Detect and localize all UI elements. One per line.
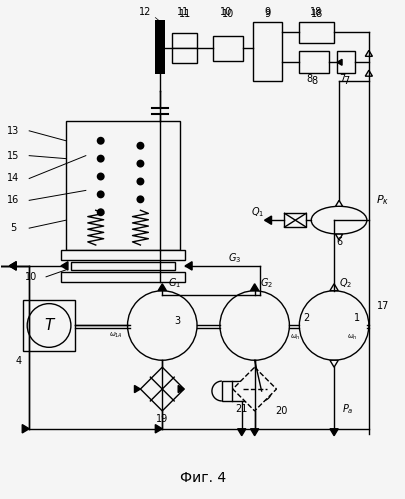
Text: 10: 10 [25,272,37,282]
Text: 2: 2 [303,312,309,322]
Text: $P_a$: $P_a$ [341,402,353,416]
Text: $G_3$: $G_3$ [228,251,241,265]
Text: 3: 3 [174,315,180,325]
Bar [336,51,354,73]
Text: 14: 14 [7,174,19,184]
Polygon shape [9,261,16,270]
Circle shape [136,196,144,203]
Text: 9: 9 [264,6,270,16]
Text: $Q_2$: $Q_2$ [339,276,352,290]
Bar [298,21,333,43]
Text: 11: 11 [177,6,189,16]
Circle shape [96,208,104,216]
Text: 9: 9 [264,8,270,18]
Text: $G_1$: $G_1$ [167,276,180,290]
Polygon shape [329,360,337,367]
Text: $P_{\kappa}$: $P_{\kappa}$ [375,194,388,207]
Circle shape [96,173,104,181]
Text: $G_2$: $G_2$ [259,276,273,290]
Polygon shape [232,367,276,411]
Bar [172,48,196,63]
Text: Фиг. 4: Фиг. 4 [179,472,226,486]
Bar [298,51,328,73]
Text: 8: 8 [305,74,311,84]
Circle shape [136,142,144,150]
Text: 13: 13 [7,126,19,136]
Bar [221,381,261,401]
Polygon shape [61,261,68,270]
Polygon shape [264,216,271,225]
Polygon shape [364,70,371,76]
Bar [61,250,185,260]
Circle shape [136,178,144,186]
Bar [61,272,185,282]
Text: 12: 12 [139,6,151,16]
Polygon shape [178,385,184,393]
Text: 18: 18 [310,8,322,18]
Text: 21: 21 [235,404,247,414]
Bar [66,121,180,250]
Bar [155,19,165,74]
Text: $Q_1$: $Q_1$ [250,206,264,219]
Polygon shape [134,385,140,393]
Polygon shape [9,261,16,270]
Circle shape [220,291,289,360]
Text: T: T [44,318,53,333]
Bar [71,262,175,270]
Polygon shape [250,429,258,436]
Text: 20: 20 [275,406,287,416]
Polygon shape [140,367,184,411]
Bar [23,300,75,351]
Polygon shape [329,284,337,291]
Text: $\omega_n$: $\omega_n$ [289,333,300,342]
Polygon shape [261,387,267,395]
Bar [284,213,305,227]
Circle shape [96,191,104,198]
Polygon shape [335,234,342,240]
Text: 15: 15 [7,151,19,161]
Text: 19: 19 [156,414,168,424]
Polygon shape [336,59,341,65]
Polygon shape [155,425,162,433]
Bar [212,36,242,61]
Text: 1: 1 [353,312,359,322]
Polygon shape [250,284,258,291]
Polygon shape [364,50,371,56]
Text: 11: 11 [178,8,190,18]
Bar [172,33,196,48]
Circle shape [96,137,104,145]
Text: 8: 8 [310,76,317,86]
Circle shape [27,303,71,347]
Text: 5: 5 [10,223,16,233]
Text: $\omega_{1A}$: $\omega_{1A}$ [109,331,122,340]
Polygon shape [237,429,245,436]
Text: 17: 17 [376,300,388,310]
Circle shape [127,291,196,360]
Circle shape [298,291,368,360]
Text: 10: 10 [219,6,231,16]
Text: 10: 10 [221,8,233,18]
Polygon shape [335,200,342,206]
Text: $\omega_n$: $\omega_n$ [346,333,356,342]
Bar [252,21,282,81]
Text: 7: 7 [342,76,348,86]
Text: 7: 7 [338,74,344,84]
Ellipse shape [311,206,366,234]
Polygon shape [185,261,192,270]
Circle shape [96,155,104,163]
Polygon shape [22,425,29,433]
Circle shape [136,160,144,168]
Text: 4: 4 [15,356,21,366]
Text: 18: 18 [309,6,322,16]
Polygon shape [329,429,337,436]
Text: 16: 16 [7,195,19,206]
Polygon shape [158,284,166,291]
Text: 6: 6 [335,237,341,247]
